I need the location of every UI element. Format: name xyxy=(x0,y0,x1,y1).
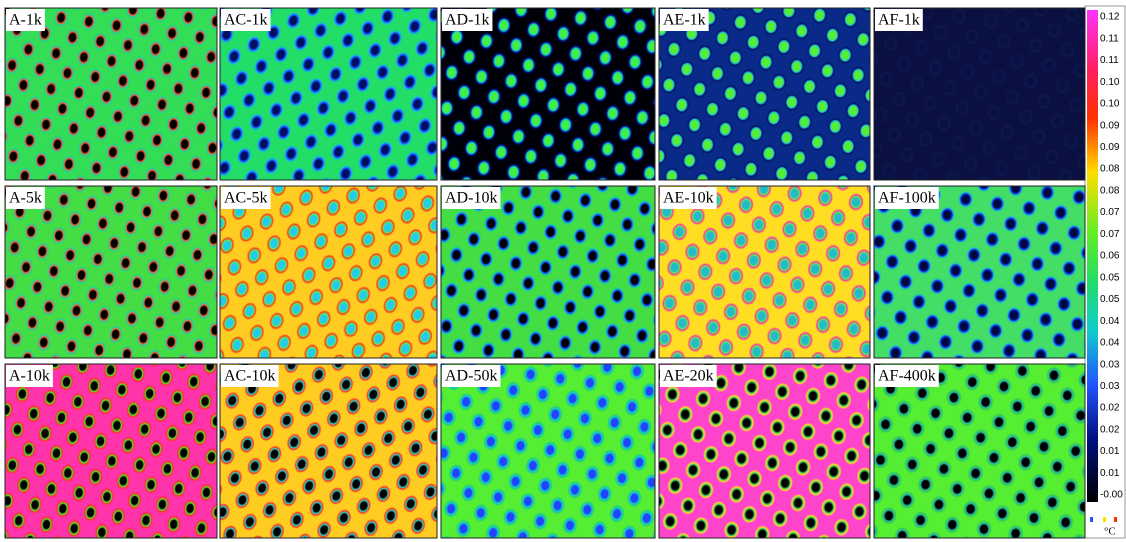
thermal-image xyxy=(874,8,1085,180)
thermal-image xyxy=(220,8,437,180)
colorbar-tick-label: 0.01 xyxy=(1100,446,1120,457)
panel-label: AF-1k xyxy=(878,12,920,29)
colorbar-tick-label: 0.04 xyxy=(1100,338,1120,349)
colorbar xyxy=(1087,10,1098,502)
colorbar-tick-label: 0.07 xyxy=(1100,207,1120,218)
panel-label: AE-1k xyxy=(663,12,706,29)
thermal-image xyxy=(220,186,437,358)
colorbar-tick-label: 0.10 xyxy=(1100,99,1120,110)
colorbar-unit: °C xyxy=(1104,526,1116,538)
panel-label: AD-10k xyxy=(445,190,497,207)
panel-label: A-10k xyxy=(9,368,50,385)
colorbar-tick-label: 0.05 xyxy=(1100,294,1120,305)
colorbar-tick-label: 0.02 xyxy=(1100,403,1120,414)
colorbar-tick-label: 0.11 xyxy=(1100,55,1119,66)
colorbar-tick-label: 0.09 xyxy=(1100,142,1120,153)
panel-label: AF-100k xyxy=(878,190,936,207)
thermal-image xyxy=(441,186,655,358)
panel-label: AE-10k xyxy=(663,190,714,207)
colorbar-tick-label: 0.06 xyxy=(1100,251,1120,262)
thermal-image xyxy=(5,364,217,538)
colorbar-tick-label: 0.11 xyxy=(1100,33,1119,44)
thermal-image xyxy=(5,186,217,358)
colorbar-tick-label: 0.04 xyxy=(1100,316,1120,327)
panel-label: AF-400k xyxy=(878,368,936,385)
panel-label: AE-20k xyxy=(663,368,714,385)
colorbar-tick-label: 0.07 xyxy=(1100,229,1120,240)
colorbar-tick-label: 0.03 xyxy=(1100,359,1120,370)
thermal-image xyxy=(659,186,870,358)
thermal-image xyxy=(441,8,655,180)
panel-label: AD-1k xyxy=(445,12,489,29)
colorbar-tick-label: 0.09 xyxy=(1100,120,1120,131)
panel-label: A-1k xyxy=(9,12,42,29)
colorbar-tick-label: 0.10 xyxy=(1100,77,1120,88)
panel-label: AC-10k xyxy=(224,368,276,385)
colorbar-swatch xyxy=(1090,517,1093,522)
colorbar-tick-label: 0.03 xyxy=(1100,381,1120,392)
figure: °C A-1k AC-1k AD-1k AE-1k AF-1k A-5k AC-5k AD-1… xyxy=(0,0,1126,542)
colorbar-tick-label: 0.05 xyxy=(1100,272,1120,283)
panel-label: AC-1k xyxy=(224,12,268,29)
panel-label: AD-50k xyxy=(445,368,497,385)
colorbar-tick-label: 0.08 xyxy=(1100,164,1120,175)
thermal-image xyxy=(5,8,217,180)
thermal-image xyxy=(659,8,870,180)
colorbar-swatch xyxy=(1103,517,1106,522)
colorbar-tick-label: 0.08 xyxy=(1100,185,1120,196)
thermal-image xyxy=(874,186,1085,358)
figure-canvas: °C A-1k AC-1k AD-1k AE-1k AF-1k A-5k AC-5k AD-1… xyxy=(0,0,1126,542)
thermal-image xyxy=(659,364,870,538)
thermal-image xyxy=(441,364,655,538)
colorbar-tick-label: 0.12 xyxy=(1100,12,1120,23)
colorbar-tick-label: 0.01 xyxy=(1100,468,1120,479)
panel-label: A-5k xyxy=(9,190,42,207)
colorbar-tick-label: -0.00 xyxy=(1100,490,1123,501)
thermal-image xyxy=(874,364,1085,538)
colorbar-swatch xyxy=(1114,517,1117,522)
colorbar-tick-label: 0.02 xyxy=(1100,424,1120,435)
thermal-image xyxy=(220,364,437,538)
panel-label: AC-5k xyxy=(224,190,268,207)
